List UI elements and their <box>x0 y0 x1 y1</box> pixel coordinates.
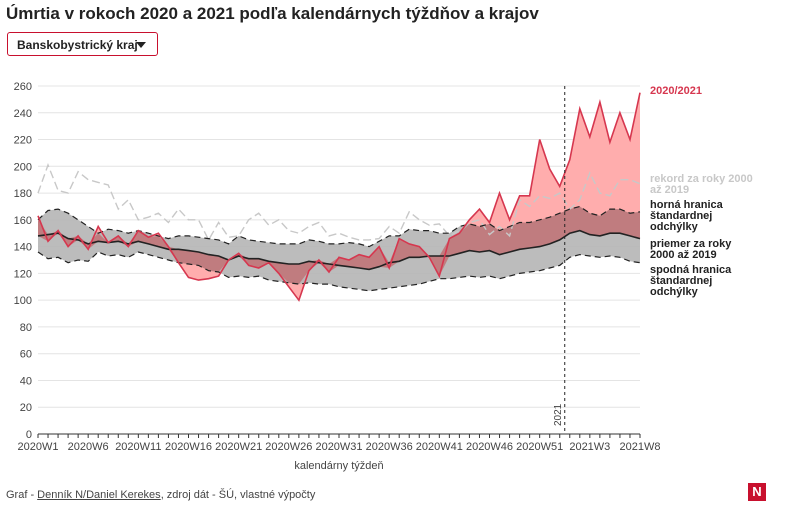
y-tick-label: 120 <box>14 268 32 280</box>
label-upper-bound-line: štandardnej <box>650 210 712 222</box>
chevron-down-icon <box>136 42 146 48</box>
x-tick-label: 2020W26 <box>265 441 312 453</box>
label-mean-line: priemer za roky <box>650 238 732 250</box>
y-tick-label: 160 <box>14 215 32 227</box>
chart-title: Úmrtia v rokoch 2020 a 2021 podľa kalend… <box>6 4 539 23</box>
record-line <box>37 163 641 242</box>
label-upper-bound: horná hranica štandardnej odchýlky <box>650 199 724 233</box>
footer-source: , zdroj dát - ŠÚ, vlastné výpočty <box>160 489 316 501</box>
label-upper-bound-line: odchýlky <box>650 221 699 233</box>
label-mean: priemer za roky 2000 až 2019 <box>650 238 732 261</box>
x-tick-label: 2020W6 <box>68 441 109 453</box>
lower-bound-line <box>37 251 641 292</box>
x-tick-label: 2020W11 <box>115 441 161 453</box>
y-tick-label: 20 <box>20 402 32 414</box>
y-tick-label: 100 <box>14 295 32 307</box>
x-tick-label: 2021W8 <box>620 441 661 453</box>
year-2021-marker-label: 2021 <box>553 403 564 426</box>
label-record: rekord za roky 2000 až 2019 <box>650 173 753 196</box>
label-lower-bound-line: spodná hranica <box>650 264 732 276</box>
y-tick-label: 200 <box>14 161 32 173</box>
dennik-n-logo[interactable]: N <box>748 483 766 501</box>
label-mean-line: 2000 až 2019 <box>650 249 717 261</box>
x-tick-label: 2020W31 <box>315 441 362 453</box>
x-tick-label: 2020W46 <box>466 441 513 453</box>
region-dropdown-value: Banskobystrický kraj <box>17 38 138 52</box>
y-tick-label: 180 <box>14 188 32 200</box>
label-lower-bound: spodná hranica štandardnej odchýlky <box>650 264 732 298</box>
label-2020-2021: 2020/2021 <box>650 85 702 97</box>
author-link[interactable]: Denník N/Daniel Kerekes <box>37 489 161 501</box>
x-tick-label: 2020W51 <box>516 441 563 453</box>
excess-band-overlap <box>38 206 640 285</box>
x-tick-label: 2021W3 <box>569 441 610 453</box>
mean-line <box>37 229 641 271</box>
y-tick-label: 240 <box>14 108 32 120</box>
y-tick-label: 40 <box>20 375 32 387</box>
actual-2020-2021-line <box>37 92 641 302</box>
x-tick-label: 2020W21 <box>215 441 262 453</box>
y-tick-label: 80 <box>20 322 32 334</box>
x-tick-label: 2020W16 <box>165 441 212 453</box>
x-axis-title: kalendárny týždeň <box>294 460 383 472</box>
y-tick-label: 260 <box>14 81 32 93</box>
footer-prefix: Graf - <box>6 489 38 501</box>
y-tick-label: 140 <box>14 242 32 254</box>
label-lower-bound-line: štandardnej <box>650 275 712 287</box>
x-tick-label: 2020W36 <box>366 441 413 453</box>
footer-credit: Graf - Denník N/Daniel Kerekes, zdroj dá… <box>6 489 315 501</box>
label-upper-bound-line: horná hranica <box>650 199 724 211</box>
y-tick-label: 220 <box>14 135 32 147</box>
label-2020-2021-line: 2020/2021 <box>650 85 702 97</box>
label-lower-bound-line: odchýlky <box>650 286 699 298</box>
label-record-line: až 2019 <box>650 184 689 196</box>
x-tick-label: 2020W41 <box>416 441 463 453</box>
label-record-line: rekord za roky 2000 <box>650 173 753 185</box>
y-tick-label: 0 <box>26 429 32 441</box>
x-tick-label: 2020W1 <box>18 441 59 453</box>
y-tick-label: 60 <box>20 349 32 361</box>
region-dropdown[interactable]: Banskobystrický kraj <box>7 32 158 56</box>
